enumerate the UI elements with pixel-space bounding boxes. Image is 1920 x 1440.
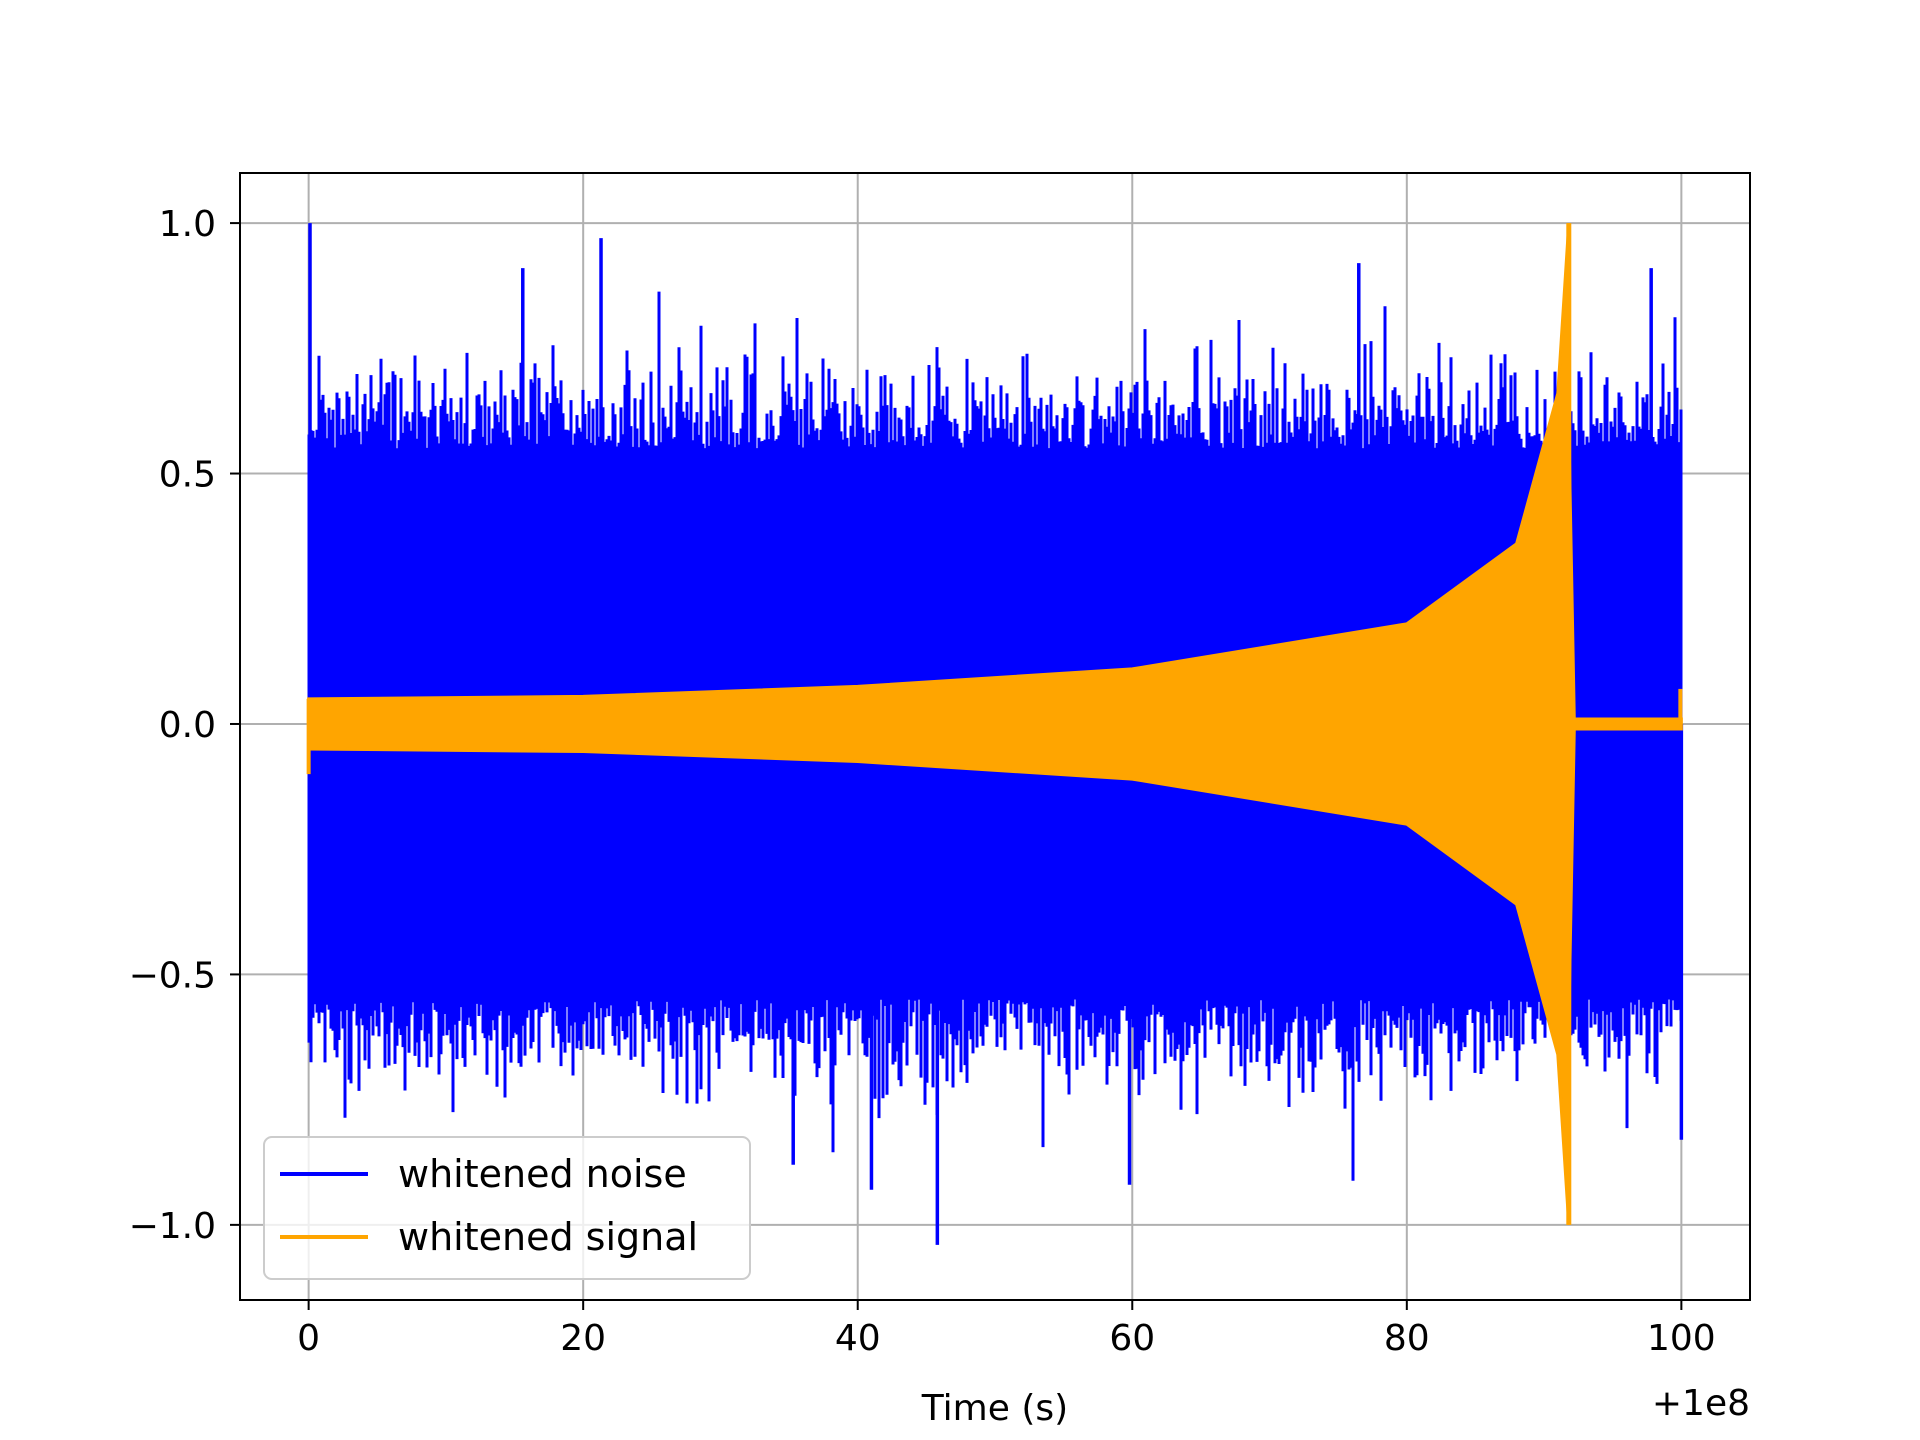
- legend-label-signal: whitened signal: [398, 1215, 698, 1259]
- signal-ringdown: [1567, 423, 1683, 1025]
- plot-frame: [239, 172, 1751, 1301]
- x-tick-label: 100: [1647, 1318, 1716, 1359]
- x-axis-label: Time (s): [921, 1388, 1068, 1429]
- y-tick-label: −1.0: [129, 1206, 216, 1247]
- legend-label-noise: whitened noise: [398, 1152, 687, 1196]
- x-tick-label: 60: [1109, 1318, 1155, 1359]
- x-tick-label: 80: [1384, 1318, 1430, 1359]
- axis-ticks: 0 20 40 60 80 100 1.0 0.5 0.0 −0.5 −1.0: [129, 204, 1716, 1359]
- x-tick-label: 0: [297, 1318, 320, 1359]
- y-tick-label: −0.5: [129, 955, 216, 996]
- y-tick-label: 0.5: [159, 455, 216, 496]
- legend-box: [263, 1136, 751, 1280]
- x-tick-label: 20: [560, 1318, 606, 1359]
- signal-envelope: [307, 223, 1571, 1225]
- plot-area: [306, 223, 1684, 1245]
- x-tick-label: 40: [835, 1318, 881, 1359]
- y-tick-label: 0.0: [159, 705, 216, 746]
- y-tick-label: 1.0: [159, 204, 216, 245]
- x-offset-label: +1e8: [1652, 1383, 1750, 1424]
- legend: whitened noise whitened signal: [263, 1136, 751, 1280]
- series-whitened-signal: [306, 223, 1683, 1225]
